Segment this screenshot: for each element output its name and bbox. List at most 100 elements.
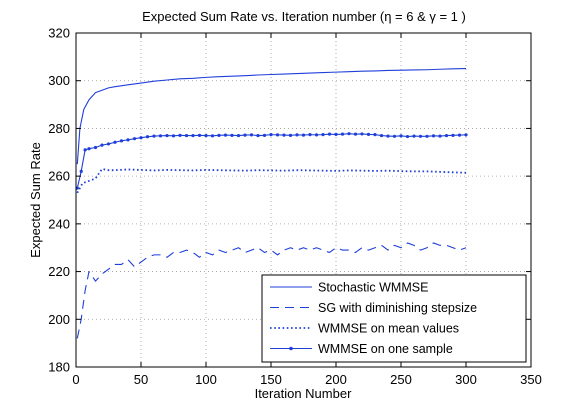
y-axis-label: Expected Sum Rate bbox=[28, 142, 43, 258]
data-point bbox=[438, 134, 442, 138]
data-point bbox=[392, 134, 397, 138]
y-tick-label: 240 bbox=[48, 216, 70, 231]
data-point bbox=[191, 133, 195, 138]
legend-marker bbox=[289, 346, 293, 351]
x-tick-label: 0 bbox=[72, 372, 79, 387]
plot-frame bbox=[75, 32, 532, 368]
series-line bbox=[76, 133, 467, 189]
legend-label: WMMSE on mean values bbox=[318, 322, 459, 336]
data-point bbox=[282, 133, 286, 137]
data-point bbox=[87, 147, 91, 151]
series-3 bbox=[75, 132, 468, 190]
data-point bbox=[243, 133, 247, 137]
data-point bbox=[249, 133, 254, 137]
data-point bbox=[262, 133, 267, 137]
data-point bbox=[334, 132, 338, 136]
x-tick-label: 50 bbox=[134, 372, 148, 387]
x-tick-label: 200 bbox=[325, 372, 347, 387]
data-point bbox=[256, 133, 260, 138]
data-point bbox=[386, 134, 390, 138]
data-point bbox=[158, 134, 163, 138]
series-line bbox=[76, 242, 467, 339]
data-point bbox=[178, 133, 182, 137]
data-point bbox=[126, 138, 130, 142]
data-point bbox=[230, 133, 234, 137]
data-point bbox=[223, 133, 228, 137]
data-point bbox=[451, 133, 455, 137]
data-point bbox=[288, 133, 293, 137]
legend-label: WMMSE on one sample bbox=[318, 342, 453, 356]
data-point bbox=[93, 145, 98, 150]
data-point bbox=[418, 134, 423, 138]
legend-item-0: Stochastic WMMSE bbox=[270, 281, 428, 295]
data-point bbox=[379, 133, 384, 138]
data-point bbox=[353, 132, 358, 136]
legend-item-2: WMMSE on mean values bbox=[270, 322, 459, 336]
legend-label: Stochastic WMMSE bbox=[318, 281, 428, 295]
data-point bbox=[366, 132, 371, 136]
data-point bbox=[412, 134, 416, 138]
axis-ticks: 0 50 100 150 200 250 300 350 180 200 220 240 260 280 3… bbox=[48, 26, 542, 388]
data-point bbox=[83, 148, 87, 152]
legend: Stochastic WMMSE SG with diminishing step… bbox=[261, 274, 527, 363]
data-point bbox=[132, 137, 137, 141]
chart-title: Expected Sum Rate vs. Iteration number (… bbox=[142, 9, 466, 24]
data-point bbox=[347, 132, 351, 136]
data-point bbox=[321, 133, 325, 137]
y-tick-label: 320 bbox=[48, 26, 70, 41]
data-point bbox=[399, 134, 403, 138]
data-point bbox=[165, 133, 169, 138]
data-point bbox=[295, 133, 299, 137]
data-point bbox=[236, 133, 241, 138]
legend-item-1: SG with diminishing stepsize bbox=[270, 301, 477, 315]
plot-series bbox=[75, 68, 468, 339]
x-tick-label: 100 bbox=[195, 372, 217, 387]
data-point bbox=[217, 133, 221, 137]
x-tick-label: 250 bbox=[390, 372, 412, 387]
data-point bbox=[79, 169, 83, 173]
data-point bbox=[119, 139, 124, 143]
series-2 bbox=[76, 168, 467, 194]
series-1 bbox=[76, 242, 467, 339]
data-point bbox=[301, 133, 306, 137]
data-point bbox=[464, 133, 468, 137]
x-tick-label: 150 bbox=[260, 372, 282, 387]
legend-item-3: WMMSE on one sample bbox=[270, 342, 453, 356]
y-tick-label: 300 bbox=[48, 73, 70, 88]
data-point bbox=[340, 132, 345, 136]
data-point bbox=[431, 134, 436, 138]
data-point bbox=[197, 133, 202, 137]
data-point bbox=[152, 134, 156, 138]
data-point bbox=[145, 135, 150, 139]
data-point bbox=[444, 133, 449, 138]
data-point bbox=[405, 134, 410, 139]
data-point bbox=[373, 133, 377, 137]
data-point bbox=[171, 134, 176, 138]
data-point bbox=[425, 134, 429, 138]
series-0 bbox=[76, 68, 467, 165]
data-point bbox=[113, 140, 117, 144]
series-line bbox=[76, 68, 467, 165]
series-line bbox=[76, 168, 467, 194]
legend-box bbox=[261, 274, 527, 363]
data-point bbox=[327, 132, 332, 136]
y-tick-label: 260 bbox=[48, 169, 70, 184]
x-axis-label: Iteration Number bbox=[255, 386, 352, 401]
data-point bbox=[275, 133, 280, 137]
y-tick-label: 180 bbox=[48, 360, 70, 375]
y-tick-label: 280 bbox=[48, 121, 70, 136]
x-tick-label: 300 bbox=[455, 372, 477, 387]
legend-label: SG with diminishing stepsize bbox=[318, 301, 477, 315]
data-point bbox=[457, 133, 462, 137]
data-point bbox=[210, 134, 215, 138]
x-tick-label: 350 bbox=[520, 372, 542, 387]
data-point bbox=[139, 136, 143, 140]
data-point bbox=[314, 133, 319, 137]
data-point bbox=[204, 133, 208, 138]
data-point bbox=[360, 132, 364, 136]
y-tick-label: 200 bbox=[48, 312, 70, 327]
y-tick-label: 220 bbox=[48, 264, 70, 279]
data-point bbox=[106, 142, 111, 146]
data-point bbox=[184, 133, 189, 138]
